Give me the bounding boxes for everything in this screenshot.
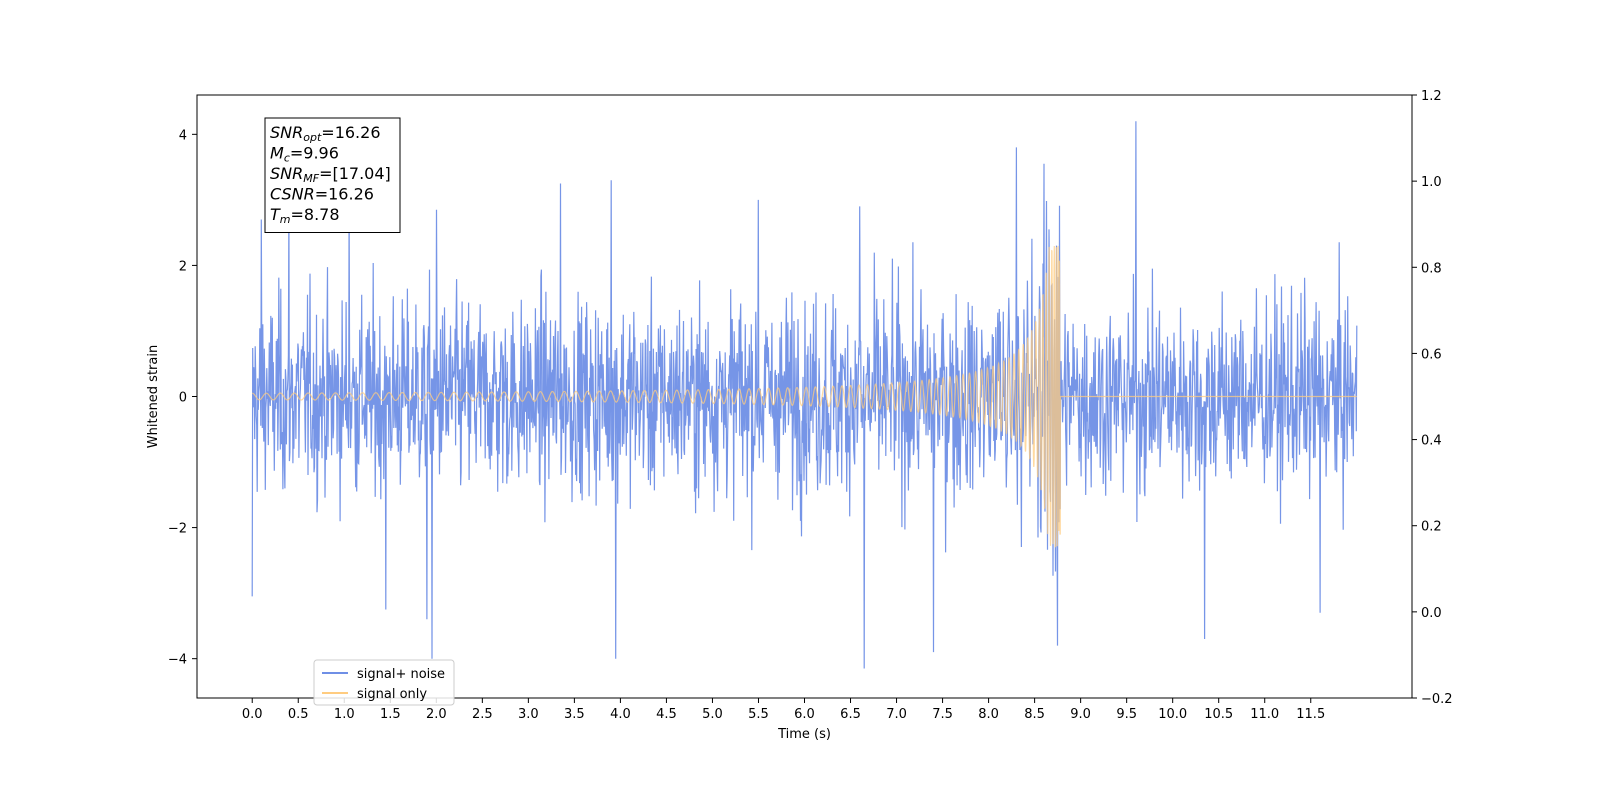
annotation-subscript: c <box>284 152 290 165</box>
x-axis: 0.0 0.5 1.0 1.5 2.0 2.5 3.0 3.5 4.0 4.5 5.0 5.5 6.0 6… <box>242 698 1325 722</box>
x-tick-label: 3.0 <box>518 707 539 722</box>
y-right-tick-label: −0.2 <box>1421 692 1453 707</box>
x-tick-label: 1.0 <box>334 707 355 722</box>
y-right-tick-label: 1.0 <box>1421 175 1442 190</box>
y-tick-label: −2 <box>168 522 187 537</box>
x-tick-label: 10.5 <box>1204 707 1233 722</box>
y-right-tick-label: 1.2 <box>1421 89 1442 104</box>
x-tick-label: 0.0 <box>242 707 263 722</box>
annotation-line: CSNR=16.26 <box>270 185 374 204</box>
x-tick-label: 7.0 <box>886 707 907 722</box>
annotation-subscript: opt <box>303 131 322 144</box>
y-tick-label: 0 <box>179 391 187 406</box>
legend-entry: signal+ noise <box>357 667 445 682</box>
x-tick-label: 3.5 <box>564 707 585 722</box>
legend-entry: signal only <box>357 687 427 702</box>
annotation-line: Tm=8.78 <box>270 205 340 226</box>
annotation-value: =8.78 <box>291 205 340 224</box>
x-tick-label: 5.5 <box>748 707 769 722</box>
x-tick-label: 5.0 <box>702 707 723 722</box>
x-tick-label: 0.5 <box>288 707 309 722</box>
annotation-subscript: MF <box>303 172 319 185</box>
x-tick-label: 2.5 <box>472 707 493 722</box>
annotation-symbol: M <box>270 144 284 163</box>
x-tick-label: 10.0 <box>1158 707 1187 722</box>
series-line-signal-only <box>252 245 1357 548</box>
y-axis-right: 1.2 1.0 0.8 0.6 0.4 0.2 0.0 −0.2 <box>1412 89 1453 707</box>
annotation-line: SNRMF=[17.04] <box>270 164 391 185</box>
annotation-value: =[17.04] <box>319 164 391 183</box>
x-tick-label: 2.0 <box>426 707 447 722</box>
annotation-symbol: T <box>270 205 281 224</box>
annotation-value: =16.26 <box>321 123 380 142</box>
annotation-value: =9.96 <box>290 144 339 163</box>
annotation-line: Mc=9.96 <box>270 144 339 165</box>
x-tick-label: 9.5 <box>1116 707 1137 722</box>
annotation-frame <box>264 117 401 233</box>
x-tick-label: 4.5 <box>656 707 677 722</box>
series-line-signal-noise <box>251 121 1358 669</box>
x-tick-label: 11.5 <box>1296 707 1325 722</box>
y-axis-left: 4 2 0 −2 −4 <box>168 128 197 668</box>
y-right-tick-label: 0.2 <box>1421 520 1442 535</box>
y-tick-label: 2 <box>179 259 187 274</box>
y-axis-label: Whitened strain <box>146 345 161 448</box>
annotation-subscript: m <box>280 213 291 226</box>
x-tick-label: 9.0 <box>1070 707 1091 722</box>
legend: signal+ noise signal only <box>313 659 455 706</box>
x-tick-label: 6.0 <box>794 707 815 722</box>
x-tick-label: 6.5 <box>840 707 861 722</box>
annotation-symbol: CSNR <box>270 185 315 204</box>
stats-annotation-box: SNRopt=16.26Mc=9.96SNRMF=[17.04]CSNR=16.… <box>264 117 401 233</box>
x-tick-label: 8.5 <box>1024 707 1045 722</box>
x-tick-label: 11.0 <box>1250 707 1279 722</box>
y-right-tick-label: 0.4 <box>1421 434 1442 449</box>
y-right-tick-label: 0.6 <box>1421 347 1442 362</box>
annotation-symbol: SNR <box>270 123 303 142</box>
plot-area <box>251 121 1358 669</box>
x-axis-label: Time (s) <box>777 727 831 742</box>
annotation-symbol: SNR <box>270 164 303 183</box>
x-tick-label: 7.5 <box>932 707 953 722</box>
y-tick-label: −4 <box>168 653 187 668</box>
y-tick-label: 4 <box>179 128 187 143</box>
x-tick-label: 1.5 <box>380 707 401 722</box>
x-tick-label: 4.0 <box>610 707 631 722</box>
legend-frame <box>313 659 455 706</box>
x-tick-label: 8.0 <box>978 707 999 722</box>
y-right-tick-label: 0.0 <box>1421 606 1442 621</box>
annotation-value: =16.26 <box>315 185 374 204</box>
y-right-tick-label: 0.8 <box>1421 261 1442 276</box>
annotation-line: SNRopt=16.26 <box>270 123 381 144</box>
